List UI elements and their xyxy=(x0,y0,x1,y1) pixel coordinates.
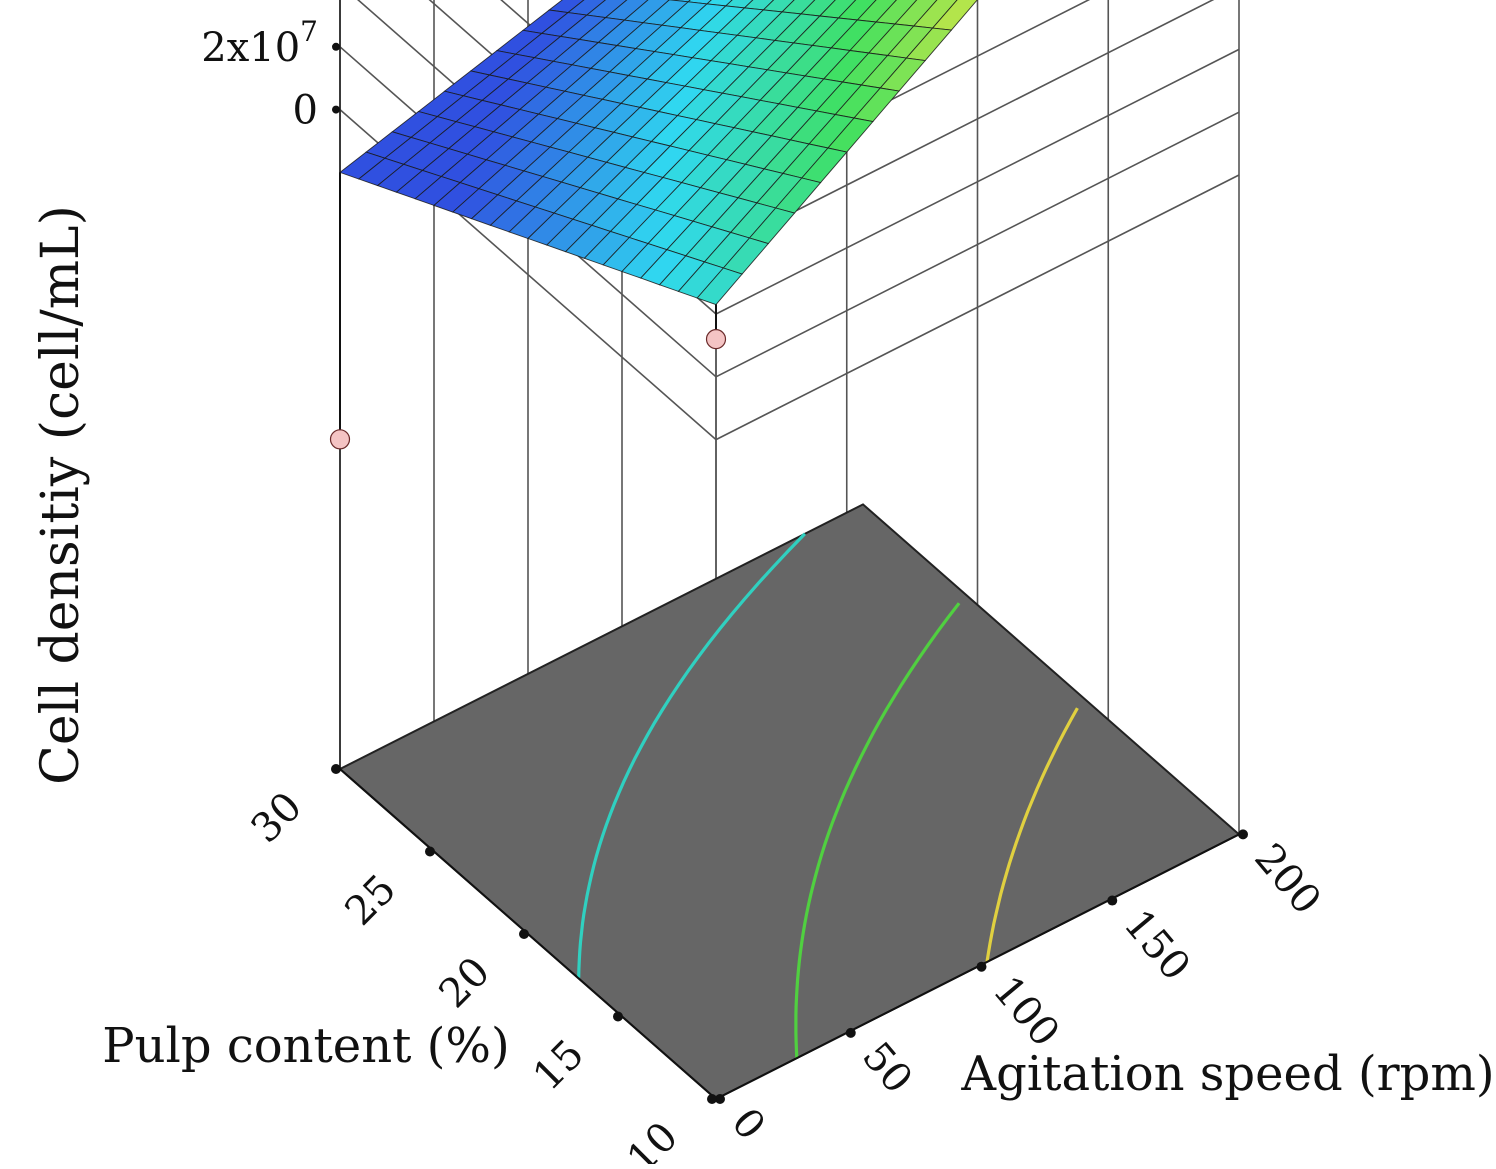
x-tick-label: 200 xyxy=(1245,835,1329,923)
z-tick-dot xyxy=(332,105,340,114)
x-tick-label: 0 xyxy=(722,1100,774,1149)
axis-text: Cell densitiy (cell/mL) Agitation speed … xyxy=(31,205,1495,1102)
right-wall-hline xyxy=(715,0,1215,252)
floor-contour xyxy=(985,707,1079,963)
x-axis-title: Agitation speed (rpm) xyxy=(960,1046,1494,1102)
design-points xyxy=(329,172,727,450)
x-tick-label: 150 xyxy=(1115,901,1199,989)
y-tick-dot xyxy=(425,846,435,857)
x-tick-dot xyxy=(1107,895,1118,906)
surface-cell xyxy=(696,267,743,306)
right-wall-hline xyxy=(715,174,1240,441)
y-tick-label: 25 xyxy=(337,866,406,935)
right-wall-hline xyxy=(715,111,1240,378)
y-tick-label: 15 xyxy=(525,1031,594,1100)
y-tick-label: 10 xyxy=(619,1114,688,1164)
y-tick-dot xyxy=(707,1094,717,1104)
design-point xyxy=(329,429,351,450)
y-tick-dot xyxy=(519,929,529,939)
z-axis-title: Cell densitiy (cell/mL) xyxy=(31,205,91,785)
z-tick-label: 2x107 xyxy=(201,15,318,71)
z-tick-label: 4x107 xyxy=(201,0,318,8)
y-tick-dot xyxy=(331,764,341,774)
x-tick-dot xyxy=(976,961,987,972)
x-tick-label: 50 xyxy=(853,1034,921,1103)
z-tick-label: 0 xyxy=(293,88,318,134)
floor-contour xyxy=(577,532,807,978)
y-tick-label: 30 xyxy=(243,784,312,853)
design-point xyxy=(705,329,727,350)
y-axis-title: Pulp content (%) xyxy=(102,1018,509,1074)
x-tick-dot xyxy=(845,1027,856,1038)
x-tick-label: 100 xyxy=(984,968,1068,1056)
floor-plane xyxy=(338,503,1241,1101)
x-tick-dot xyxy=(1238,829,1248,840)
x-tick-dot xyxy=(715,1094,725,1104)
response-surface xyxy=(339,0,978,306)
floor-contour xyxy=(794,602,961,1059)
y-tick-label: 20 xyxy=(431,949,500,1018)
y-tick-dot xyxy=(613,1011,623,1022)
z-tick-dot xyxy=(332,42,340,51)
right-wall-hline xyxy=(715,48,1240,315)
floor-polygon xyxy=(338,503,1241,1101)
